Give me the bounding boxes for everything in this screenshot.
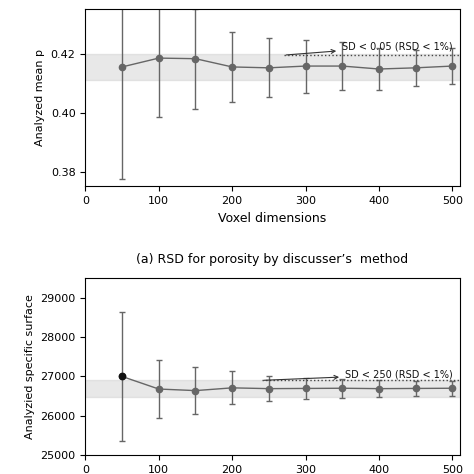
Bar bbox=[85, 54, 460, 80]
Text: SD < 0.05 (RSD < 1%): SD < 0.05 (RSD < 1%) bbox=[286, 41, 453, 55]
X-axis label: Voxel dimensions: Voxel dimensions bbox=[219, 211, 327, 225]
Text: (a) RSD for porosity by discusser’s  method: (a) RSD for porosity by discusser’s meth… bbox=[137, 254, 409, 266]
Y-axis label: Analyzied specific surface: Analyzied specific surface bbox=[25, 294, 35, 439]
Bar bbox=[85, 381, 460, 397]
Text: SD < 250 (RSD < 1%): SD < 250 (RSD < 1%) bbox=[264, 370, 453, 380]
Y-axis label: Analyzed mean p: Analyzed mean p bbox=[35, 49, 45, 146]
